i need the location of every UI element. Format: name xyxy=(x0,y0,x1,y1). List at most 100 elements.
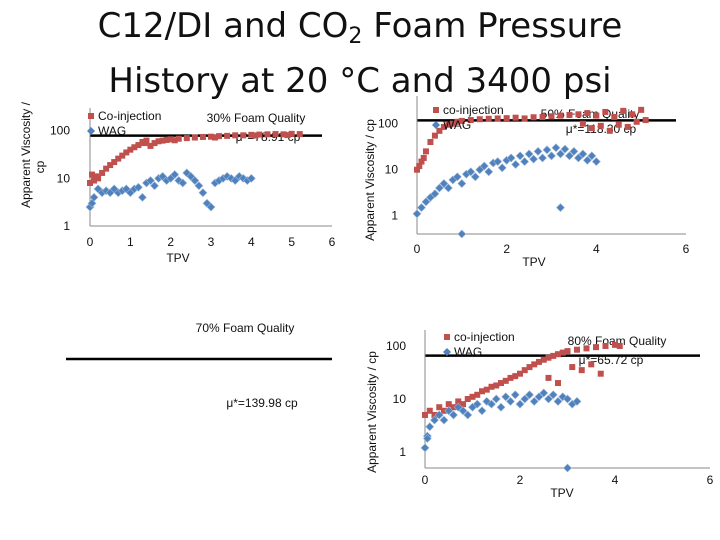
data-point xyxy=(487,399,496,409)
data-point xyxy=(417,203,426,213)
data-point xyxy=(183,135,190,142)
data-point xyxy=(569,146,579,156)
data-point xyxy=(127,146,134,153)
chart-3-mu-annotation: μ*=139.98 cp xyxy=(226,396,298,410)
data-point xyxy=(418,158,425,165)
chart-1-y-label: Apparent Viscosity / xyxy=(19,101,33,207)
chart-1-x-tick-label: 6 xyxy=(329,235,336,249)
data-point xyxy=(232,132,239,139)
data-point xyxy=(445,121,452,128)
data-point xyxy=(529,397,539,406)
chart-1-y-tick-label: 1 xyxy=(63,219,70,233)
data-point xyxy=(483,386,490,393)
data-point xyxy=(542,145,552,155)
chart-1-series-wag xyxy=(85,168,256,212)
data-point xyxy=(560,144,570,154)
chart-2-legend-label: WAG xyxy=(443,118,471,132)
data-point xyxy=(89,192,99,202)
data-point xyxy=(175,135,182,142)
data-point xyxy=(455,398,462,405)
data-point xyxy=(426,407,433,414)
data-point xyxy=(206,202,216,212)
data-point xyxy=(564,348,571,355)
data-point xyxy=(479,388,485,395)
data-point xyxy=(449,410,458,420)
data-point xyxy=(582,155,592,165)
chart-2-x-label: TPV xyxy=(522,255,545,269)
data-point xyxy=(464,396,471,402)
data-point xyxy=(494,115,501,122)
data-point xyxy=(521,367,528,374)
chart-4-x-tick-label: 6 xyxy=(707,473,714,487)
data-point xyxy=(151,140,158,147)
data-point xyxy=(575,111,582,118)
data-point xyxy=(171,137,178,144)
data-point xyxy=(212,134,219,141)
chart-2-legend-label: co-injection xyxy=(443,103,504,117)
data-point xyxy=(498,380,504,387)
data-point xyxy=(555,351,561,358)
data-point xyxy=(547,151,556,161)
data-point xyxy=(163,136,170,143)
chart-2-y-tick-label: 10 xyxy=(385,163,399,177)
data-point xyxy=(642,117,649,124)
legend-marker-wag xyxy=(432,121,440,129)
chart-4-y-tick-label: 10 xyxy=(393,392,407,406)
data-point xyxy=(434,183,444,193)
chart-2-y-label: Apparent Viscosity / cp xyxy=(363,119,377,241)
data-point xyxy=(141,140,148,147)
data-point xyxy=(539,113,546,120)
data-point xyxy=(441,407,447,414)
data-point xyxy=(430,189,440,199)
data-point xyxy=(431,132,438,139)
data-point xyxy=(216,133,223,140)
data-point xyxy=(540,356,547,363)
data-point xyxy=(597,370,604,377)
chart-1-title: 30% Foam Quality xyxy=(207,111,306,125)
chart-4-legend-label: WAG xyxy=(454,345,482,359)
data-point xyxy=(579,120,586,127)
data-point xyxy=(578,149,588,159)
data-point xyxy=(584,110,591,117)
data-point xyxy=(551,143,561,153)
data-point xyxy=(533,146,543,156)
legend-marker-wag xyxy=(443,348,451,356)
data-point xyxy=(155,138,162,145)
data-point xyxy=(87,179,93,186)
data-point xyxy=(633,118,640,125)
data-point xyxy=(556,203,565,213)
data-point xyxy=(638,106,645,113)
data-point xyxy=(606,127,613,134)
chart-4-x-label: TPV xyxy=(550,486,573,500)
chart-3-title: 70% Foam Quality xyxy=(196,321,295,335)
data-point xyxy=(434,410,444,420)
data-point xyxy=(588,125,595,132)
data-point xyxy=(89,171,96,178)
data-point xyxy=(493,157,503,167)
data-point xyxy=(493,382,500,389)
data-point xyxy=(91,177,98,184)
data-point xyxy=(119,152,126,159)
data-point xyxy=(412,209,422,219)
data-point xyxy=(573,153,583,163)
data-point xyxy=(99,169,106,176)
data-point xyxy=(416,163,423,170)
chart-1-x-tick-label: 2 xyxy=(167,235,174,249)
data-point xyxy=(520,394,530,404)
data-point xyxy=(436,404,443,411)
data-point xyxy=(557,112,564,119)
data-point xyxy=(506,153,516,163)
data-point xyxy=(517,370,523,377)
data-point xyxy=(240,132,247,139)
data-point xyxy=(450,404,457,411)
data-point xyxy=(252,132,259,139)
data-point xyxy=(425,422,435,432)
data-point xyxy=(602,342,609,349)
data-point xyxy=(226,173,236,183)
data-point xyxy=(553,397,563,406)
data-point xyxy=(146,176,155,185)
data-point xyxy=(558,392,568,402)
chart-2-x-tick-label: 0 xyxy=(414,242,421,256)
data-point xyxy=(591,157,601,167)
data-point xyxy=(194,181,204,191)
